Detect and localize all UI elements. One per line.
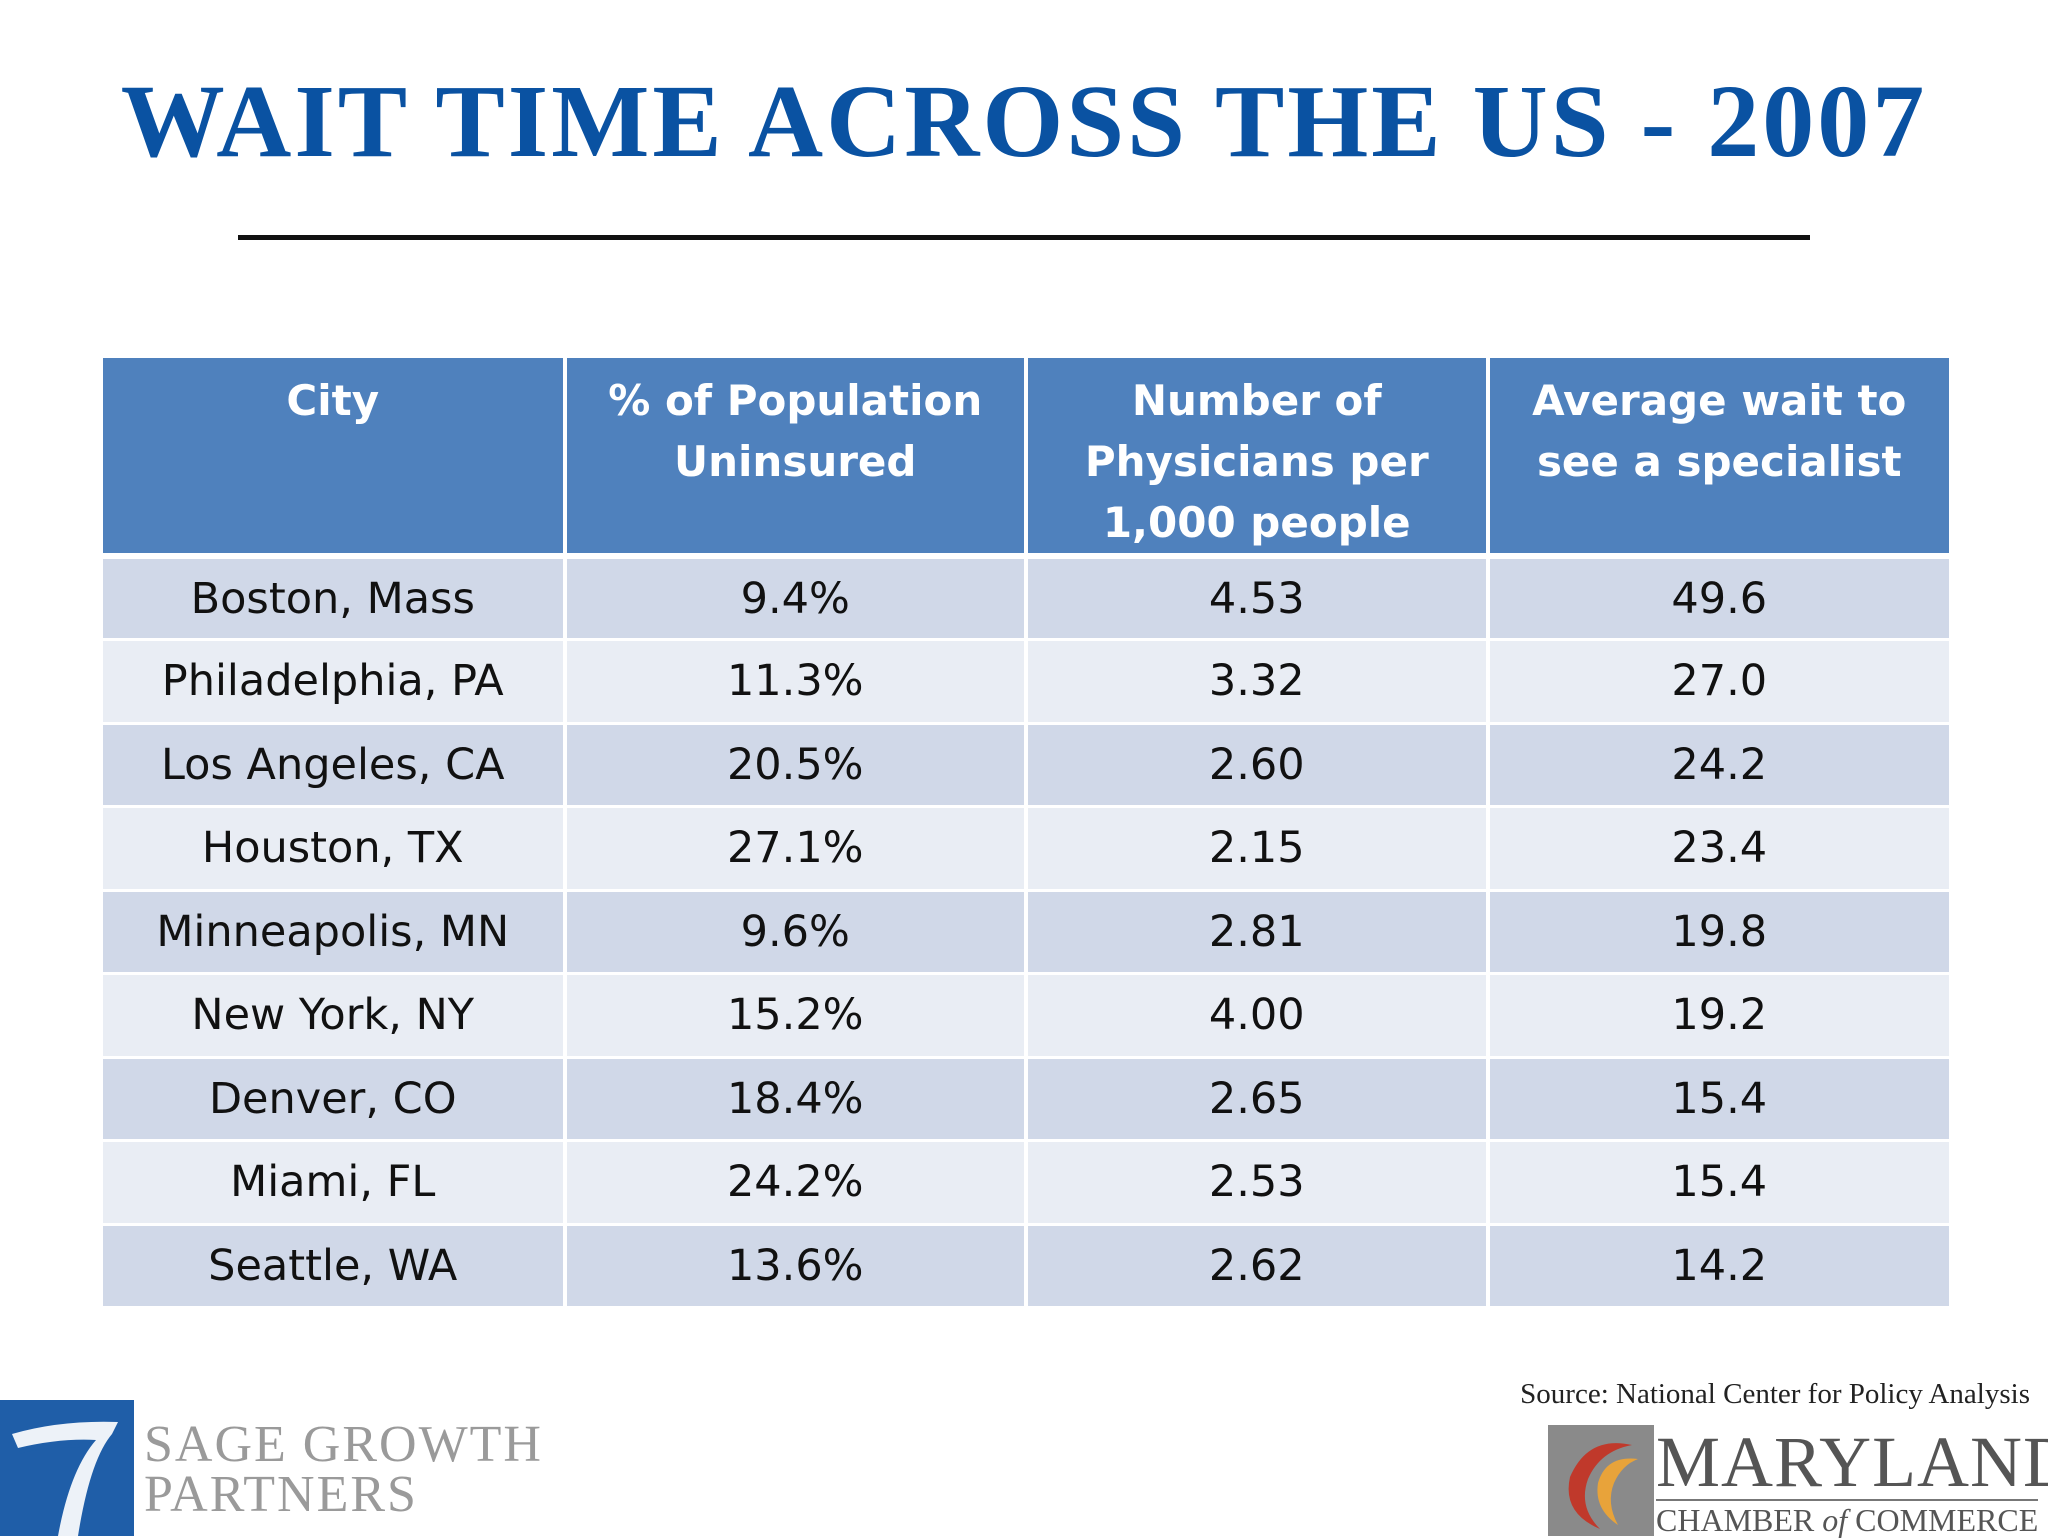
cell-uninsured: 27.1% bbox=[564, 806, 1028, 892]
header-city: City bbox=[103, 358, 567, 559]
table-row: Minneapolis, MN 9.6% 2.81 19.8 bbox=[103, 890, 1949, 975]
cell-city: New York, NY bbox=[103, 973, 567, 1059]
cell-physicians: 2.81 bbox=[1026, 890, 1490, 975]
cell-uninsured: 9.6% bbox=[564, 890, 1028, 975]
cell-physicians: 2.65 bbox=[1026, 1057, 1490, 1142]
table-row: Boston, Mass 9.4% 4.53 49.6 bbox=[103, 556, 1949, 641]
cell-uninsured: 20.5% bbox=[564, 723, 1028, 808]
cell-city: Boston, Mass bbox=[103, 556, 567, 641]
maryland-chamber-logo: MARYLAND CHAMBER of COMMERCE bbox=[1548, 1422, 2048, 1538]
sage-growth-line1: SAGE GROWTH bbox=[144, 1416, 543, 1473]
cell-wait: 49.6 bbox=[1487, 556, 1949, 641]
sage-growth-wordmark: SAGE GROWTH PARTNERS bbox=[144, 1416, 543, 1523]
cell-uninsured: 24.2% bbox=[564, 1140, 1028, 1226]
cell-city: Houston, TX bbox=[103, 806, 567, 892]
cell-physicians: 2.15 bbox=[1026, 806, 1490, 892]
cell-wait: 19.2 bbox=[1487, 973, 1949, 1059]
table-row: Denver, CO 18.4% 2.65 15.4 bbox=[103, 1057, 1949, 1142]
table-row: Miami, FL 24.2% 2.53 15.4 bbox=[103, 1140, 1949, 1226]
cell-physicians: 4.53 bbox=[1026, 556, 1490, 641]
cell-wait: 19.8 bbox=[1487, 890, 1949, 975]
cell-uninsured: 11.3% bbox=[564, 639, 1028, 725]
header-physicians: Number of Physicians per 1,000 people bbox=[1026, 358, 1490, 559]
cell-wait: 15.4 bbox=[1487, 1057, 1949, 1142]
cell-wait: 27.0 bbox=[1487, 639, 1949, 725]
cell-city: Philadelphia, PA bbox=[103, 639, 567, 725]
cell-city: Seattle, WA bbox=[103, 1224, 567, 1309]
source-citation: Source: National Center for Policy Analy… bbox=[1520, 1378, 2030, 1410]
chamber-of-commerce-wordmark: CHAMBER of COMMERCE bbox=[1656, 1499, 2039, 1538]
cell-city: Los Angeles, CA bbox=[103, 723, 567, 808]
cell-wait: 24.2 bbox=[1487, 723, 1949, 808]
header-uninsured: % of Population Uninsured bbox=[564, 358, 1028, 559]
table-row: Los Angeles, CA 20.5% 2.60 24.2 bbox=[103, 723, 1949, 808]
maryland-wordmark: MARYLAND bbox=[1656, 1422, 2048, 1502]
sage-growth-line2: PARTNERS bbox=[144, 1466, 418, 1523]
table-row: Philadelphia, PA 11.3% 3.32 27.0 bbox=[103, 639, 1949, 725]
table-header-row: City % of Population Uninsured Number of… bbox=[103, 358, 1949, 559]
cell-city: Minneapolis, MN bbox=[103, 890, 567, 975]
cell-wait: 15.4 bbox=[1487, 1140, 1949, 1226]
of-word: of bbox=[1822, 1502, 1848, 1538]
commerce-word: COMMERCE bbox=[1855, 1502, 2039, 1538]
slide-title: WAIT TIME ACROSS THE US - 2007 bbox=[120, 64, 1928, 179]
cell-city: Denver, CO bbox=[103, 1057, 567, 1142]
table-row: New York, NY 15.2% 4.00 19.2 bbox=[103, 973, 1949, 1059]
cell-physicians: 3.32 bbox=[1026, 639, 1490, 725]
cell-uninsured: 13.6% bbox=[564, 1224, 1028, 1309]
table-row: Seattle, WA 13.6% 2.62 14.2 bbox=[103, 1224, 1949, 1309]
maryland-chamber-c-mark-icon bbox=[1548, 1425, 1654, 1536]
cell-uninsured: 18.4% bbox=[564, 1057, 1028, 1142]
cell-wait: 23.4 bbox=[1487, 806, 1949, 892]
cell-uninsured: 15.2% bbox=[564, 973, 1028, 1059]
cell-physicians: 2.60 bbox=[1026, 723, 1490, 808]
cell-wait: 14.2 bbox=[1487, 1224, 1949, 1309]
cell-physicians: 2.62 bbox=[1026, 1224, 1490, 1309]
table-row: Houston, TX 27.1% 2.15 23.4 bbox=[103, 806, 1949, 892]
cell-physicians: 4.00 bbox=[1026, 973, 1490, 1059]
cell-city: Miami, FL bbox=[103, 1140, 567, 1226]
header-wait: Average wait to see a specialist bbox=[1487, 358, 1949, 559]
title-divider bbox=[238, 235, 1810, 240]
chamber-word: CHAMBER bbox=[1656, 1502, 1823, 1538]
sage-growth-logo: SAGE GROWTH PARTNERS bbox=[0, 1400, 560, 1536]
sage-growth-seven-mark-icon bbox=[0, 1400, 134, 1536]
cell-physicians: 2.53 bbox=[1026, 1140, 1490, 1226]
cell-uninsured: 9.4% bbox=[564, 556, 1028, 641]
wait-time-table: City % of Population Uninsured Number of… bbox=[103, 358, 1949, 1309]
